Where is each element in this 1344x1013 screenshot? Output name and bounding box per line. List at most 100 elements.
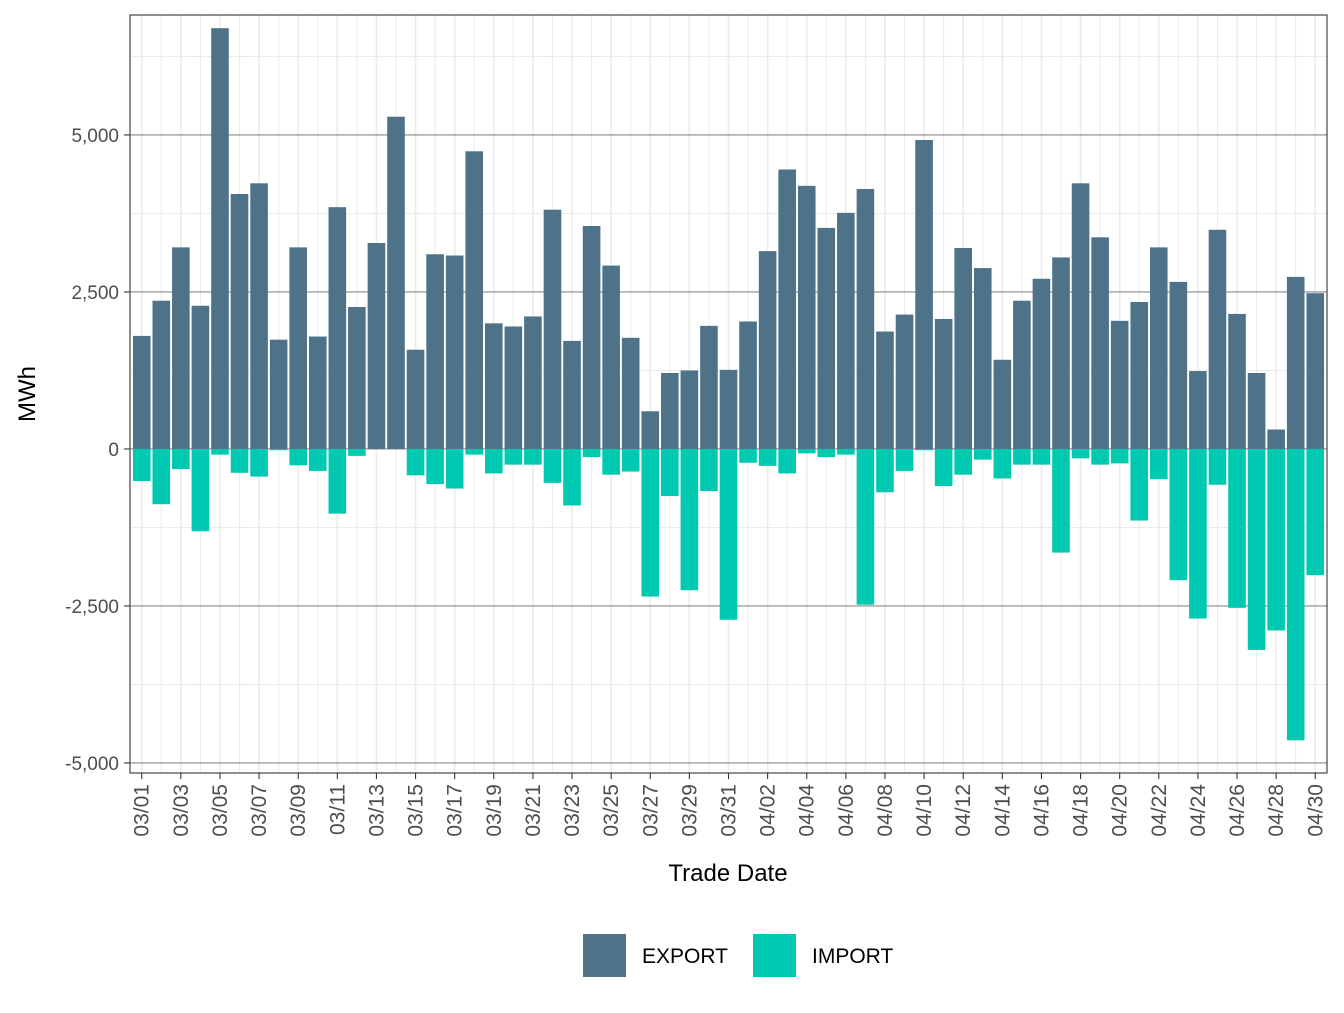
bar-export [191, 305, 210, 449]
x-tick-label: 04/26 [1226, 784, 1249, 837]
x-tick-label: 04/04 [796, 784, 819, 837]
x-tick-label: 04/06 [835, 784, 858, 837]
bar-export [484, 323, 503, 449]
bar-export [602, 265, 620, 449]
x-tick-label: 03/11 [326, 784, 349, 835]
legend: EXPORT IMPORT [583, 934, 893, 977]
bar-import [172, 448, 190, 470]
bar-export [700, 325, 718, 449]
bar-import [1052, 448, 1070, 553]
bar-export [1032, 278, 1051, 449]
bar-export [954, 247, 973, 449]
bar-export [1091, 237, 1109, 449]
bar-export [934, 318, 953, 449]
y-tick-label: 2,500 [71, 283, 119, 304]
bar-import [152, 448, 171, 505]
bar-export [817, 227, 836, 449]
y-tick-label: -2,500 [65, 597, 119, 618]
bar-export [661, 372, 679, 449]
bar-import [641, 448, 660, 597]
x-tick-label: 03/29 [678, 784, 701, 837]
legend-key-import [753, 934, 796, 977]
x-tick-label: 03/01 [131, 784, 154, 837]
bar-export [797, 185, 816, 449]
bar-export [778, 169, 796, 449]
bar-export [876, 331, 894, 449]
bar-export [993, 359, 1012, 449]
bar-import [1091, 448, 1109, 465]
x-tick-label: 04/20 [1109, 784, 1132, 837]
x-tick-label: 03/23 [561, 784, 584, 837]
x-tick-label: 04/08 [874, 784, 897, 837]
bar-import [191, 448, 210, 532]
bar-import [719, 448, 738, 620]
bar-export [289, 247, 308, 449]
bar-import [700, 448, 718, 492]
bar-import [1189, 448, 1207, 619]
x-tick-label: 03/15 [405, 784, 428, 837]
bar-import [289, 448, 308, 466]
x-tick-label: 03/17 [444, 784, 467, 837]
bar-import [1169, 448, 1188, 581]
x-tick-label: 03/07 [248, 784, 271, 837]
x-tick-label: 03/13 [365, 784, 388, 837]
bar-export [1286, 276, 1305, 449]
bar-export [582, 226, 601, 449]
bar-export [132, 335, 151, 449]
bar-export [328, 207, 347, 449]
bar-import [524, 448, 542, 465]
bar-export [563, 340, 581, 449]
bar-import [602, 448, 620, 475]
bar-import [837, 448, 855, 455]
bar-export [230, 193, 249, 449]
bar-import [758, 448, 777, 466]
bar-export [973, 268, 992, 449]
bar-import [1149, 448, 1168, 480]
bar-import [230, 448, 249, 473]
bar-import [465, 448, 484, 455]
bar-import [621, 448, 640, 472]
x-tick-label: 04/24 [1187, 784, 1210, 837]
bar-export [1052, 257, 1070, 449]
bar-import [934, 448, 953, 487]
bar-import [1110, 448, 1129, 464]
bar-import [269, 448, 288, 451]
bar-export [856, 188, 875, 449]
x-tick-label: 04/18 [1070, 784, 1093, 837]
bar-export [739, 321, 757, 449]
bar-import [797, 448, 816, 454]
bar-import [406, 448, 425, 476]
bar-export [1208, 229, 1227, 449]
bar-import [1228, 448, 1246, 608]
bar-export [387, 116, 405, 449]
bar-export [1130, 301, 1149, 449]
bar-export [915, 139, 933, 449]
bar-import [856, 448, 875, 605]
bar-export [406, 349, 425, 449]
bar-export [1228, 313, 1246, 449]
bar-import [250, 448, 268, 477]
bar-export [1071, 183, 1090, 449]
bar-import [1032, 448, 1051, 465]
bar-export [680, 370, 699, 449]
bar-import [504, 448, 523, 465]
bar-export [837, 212, 855, 449]
x-tick-label: 03/05 [209, 784, 232, 837]
x-tick-label: 04/12 [952, 784, 975, 837]
bar-import [308, 448, 327, 471]
x-tick-label: 04/22 [1148, 784, 1171, 837]
y-axis-title: MWh [14, 366, 41, 422]
bar-export [348, 307, 366, 449]
bar-import [895, 448, 914, 471]
y-tick-label: 5,000 [71, 126, 119, 147]
x-tick-label: 03/09 [287, 784, 310, 837]
bar-import [1306, 448, 1325, 576]
bar-export [524, 316, 542, 449]
x-tick-label: 03/19 [483, 784, 506, 837]
x-axis-title: Trade Date [668, 860, 787, 887]
x-tick-label: 04/10 [913, 784, 936, 837]
bar-import [484, 448, 503, 474]
bar-export [1169, 281, 1188, 449]
bar-import [445, 448, 464, 489]
